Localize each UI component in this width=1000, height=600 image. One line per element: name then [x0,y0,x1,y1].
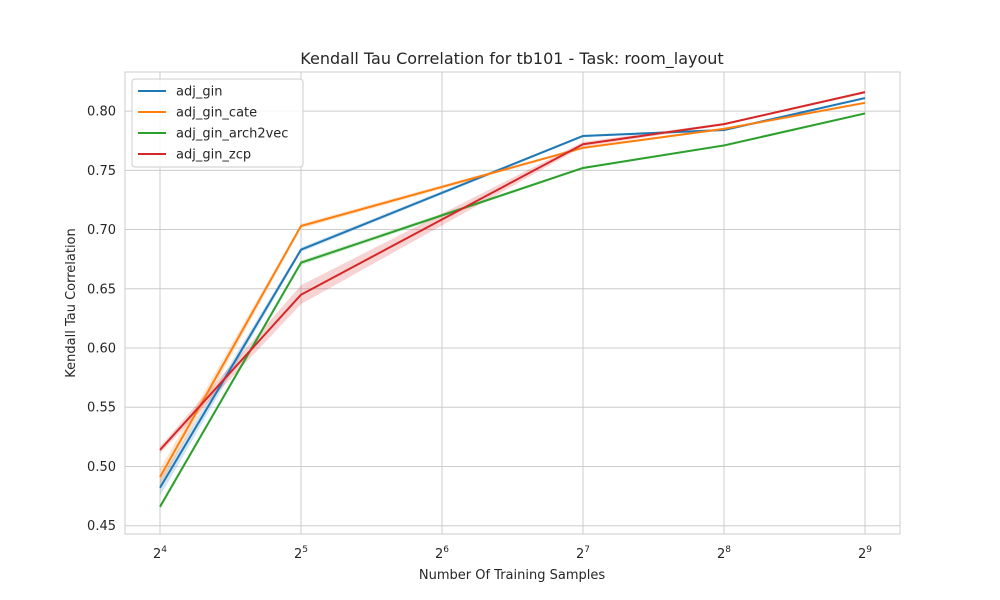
x-tick-label: 29 [858,545,872,562]
x-tick-base: 2 [294,547,302,562]
y-tick-label: 0.75 [87,164,116,179]
x-tick-exponent: 6 [443,545,449,555]
legend: adj_gin adj_gin_cate adj_gin_arch2vec adj_g… [131,78,304,168]
legend-label: adj_gin_zcp [176,148,251,163]
legend-label: adj_gin [176,85,222,100]
x-tick-exponent: 7 [584,545,590,555]
y-tick-label: 0.70 [87,223,116,238]
y-gridlines [125,110,900,527]
x-tick-exponent: 8 [725,545,731,555]
y-tick-label: 0.45 [87,519,116,534]
line-adj-gin-arch2vec [159,112,866,508]
y-tick-labels: 0.45 0.50 0.55 0.60 0.65 0.70 0.75 0.80 [87,105,116,535]
x-tick-base: 2 [717,547,725,562]
x-tick-label: 26 [435,545,449,562]
series-lines [159,91,866,508]
line-adj-gin-zcp [159,91,866,451]
x-tick-base: 2 [576,547,584,562]
y-tick-label: 0.55 [87,401,116,416]
x-tick-exponent: 4 [161,545,167,555]
x-tick-label: 24 [153,545,167,562]
x-tick-base: 2 [435,547,443,562]
legend-label: adj_gin_arch2vec [176,127,288,142]
y-tick-label: 0.60 [87,342,116,357]
x-tick-label: 27 [576,545,590,562]
x-tick-labels: 24 25 26 27 28 29 [153,545,872,562]
x-tick-exponent: 5 [302,545,308,555]
x-tick-exponent: 9 [866,545,872,555]
legend-label: adj_gin_cate [176,106,257,121]
x-tick-label: 28 [717,545,731,562]
x-tick-label: 25 [294,545,308,562]
line-adj-gin-cate [159,101,866,478]
x-tick-base: 2 [153,547,161,562]
legend-frame [131,78,304,168]
y-tick-label: 0.65 [87,282,116,297]
x-axis-label: Number Of Training Samples [419,568,605,583]
y-tick-label: 0.50 [87,460,116,475]
x-tick-base: 2 [858,547,866,562]
y-tick-label: 0.80 [87,105,116,120]
chart-title: Kendall Tau Correlation for tb101 - Task… [300,49,723,69]
y-axis-label: Kendall Tau Correlation [64,228,79,378]
